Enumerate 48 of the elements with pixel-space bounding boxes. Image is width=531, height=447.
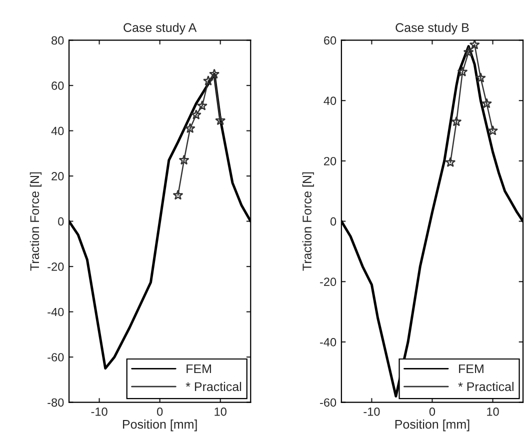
y-tick-label: -20 <box>320 278 336 286</box>
point <box>172 190 184 200</box>
legend-label: FEM <box>459 364 484 374</box>
point <box>475 72 486 83</box>
x-tick-label: -10 <box>364 407 380 416</box>
point <box>445 156 456 167</box>
legend-label: * Practical <box>186 382 242 392</box>
y-tick-label: 80 <box>52 36 64 45</box>
y-axis-title: Traction Force [N] <box>30 172 42 271</box>
x-tick-label: 0 <box>429 407 436 416</box>
y-axis-title: Traction Force [N] <box>302 172 314 271</box>
point <box>215 115 226 126</box>
x-tick-label: 0 <box>157 407 163 416</box>
point <box>481 98 492 108</box>
chart-title: Case study A <box>124 22 197 34</box>
x-tick-label: -10 <box>91 407 108 416</box>
x-tick-label: 10 <box>487 407 499 416</box>
y-tick-label: -60 <box>320 398 336 407</box>
legend-label: * Practical <box>458 382 514 392</box>
point <box>469 40 480 50</box>
point <box>457 66 468 76</box>
point <box>184 123 196 134</box>
point <box>451 116 462 126</box>
y-tick-label: -40 <box>48 308 64 316</box>
y-tick-label: 0 <box>58 217 64 226</box>
point <box>178 154 190 165</box>
y-tick-label: 60 <box>52 82 64 90</box>
y-tick-label: 0 <box>330 217 336 226</box>
point <box>190 109 202 120</box>
point <box>488 125 498 136</box>
y-tick-label: 40 <box>51 126 64 136</box>
point <box>463 46 474 57</box>
y-tick-label: -20 <box>48 262 64 271</box>
y-tick-label: 20 <box>52 172 64 180</box>
point <box>203 75 214 86</box>
chart-title: Case study B <box>396 22 469 34</box>
legend-label: FEM <box>186 364 211 374</box>
y-tick-label: -80 <box>48 398 64 407</box>
point <box>209 68 220 79</box>
x-axis-title: Position [mm] <box>395 420 470 432</box>
x-tick-label: 10 <box>214 407 226 416</box>
y-tick-label: -60 <box>48 353 64 362</box>
y-tick-label: 20 <box>324 156 336 166</box>
point <box>196 100 208 110</box>
y-tick-label: 60 <box>324 36 336 45</box>
x-axis-title: Position [mm] <box>123 420 197 432</box>
y-tick-label: 40 <box>324 96 336 105</box>
y-tick-label: -40 <box>320 338 336 346</box>
